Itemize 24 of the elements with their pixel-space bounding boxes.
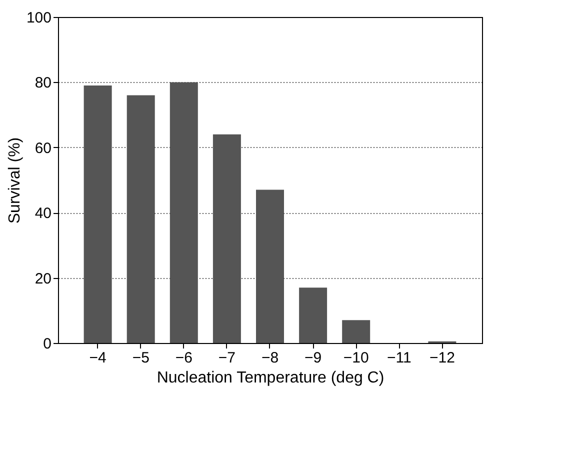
x-tick-label: −10 [343, 350, 369, 366]
bar [299, 288, 328, 343]
bar [126, 95, 155, 343]
bar [342, 320, 370, 343]
x-tick-label: −5 [132, 350, 150, 366]
x-tick-label: −12 [429, 350, 455, 366]
y-tick-label: 80 [34, 74, 52, 92]
y-tick-label: 20 [34, 270, 52, 288]
bar [84, 85, 112, 343]
y-tick-label: 60 [34, 140, 52, 157]
bar [170, 82, 198, 343]
bar [256, 190, 284, 343]
y-tick-label: 100 [26, 10, 52, 26]
y-tick-label: 0 [43, 336, 52, 352]
x-tick-label: −7 [218, 350, 236, 366]
x-tick-label: −8 [261, 350, 279, 366]
y-tick-label: 40 [34, 205, 52, 222]
x-axis-title: Nucleation Temperature (deg C) [156, 370, 384, 386]
y-axis-title: Survival (%) [6, 137, 24, 224]
x-tick-label: −9 [304, 350, 322, 366]
x-tick-label: −11 [386, 350, 412, 366]
x-tick-label: −4 [89, 350, 106, 366]
x-tick-label: −6 [175, 350, 192, 366]
bar [212, 134, 241, 343]
